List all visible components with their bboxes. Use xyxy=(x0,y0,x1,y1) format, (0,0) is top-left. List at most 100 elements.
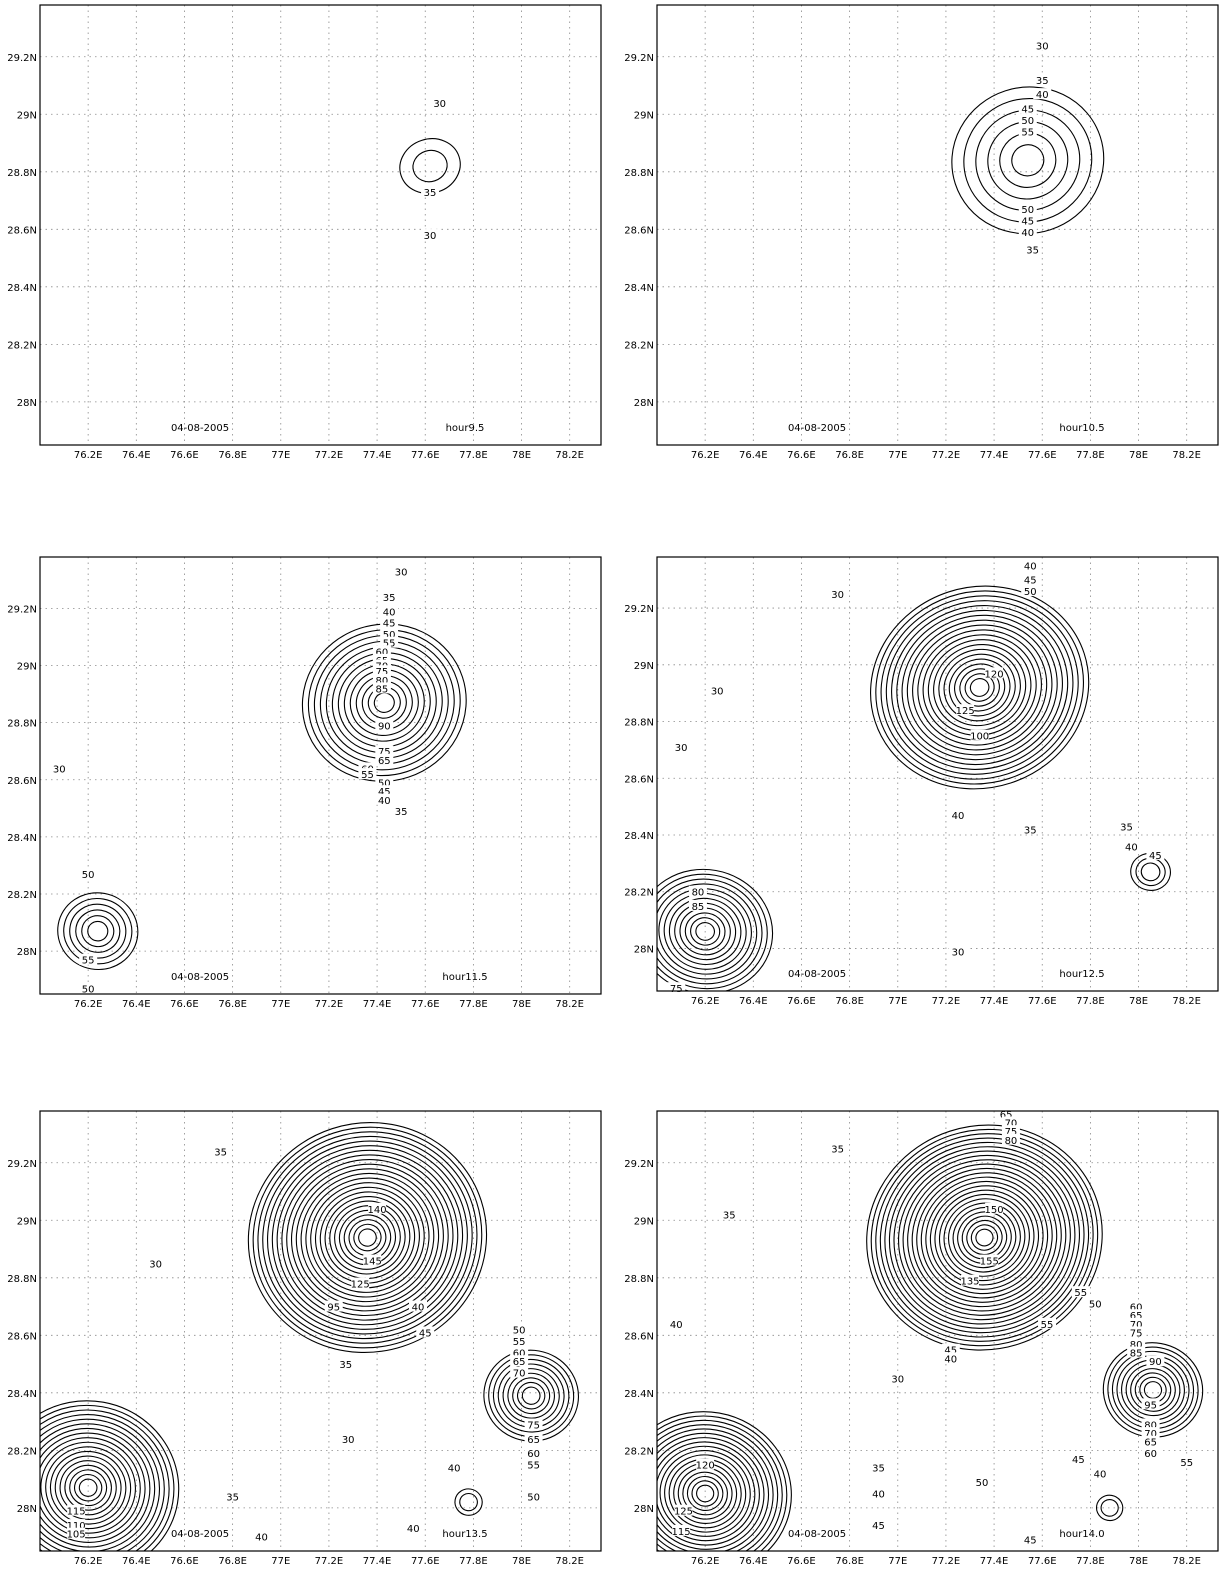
contour-label: 75 xyxy=(376,667,389,678)
x-tick-label: 77.4E xyxy=(980,450,1009,461)
contour-65 xyxy=(906,619,1053,756)
contour-80 xyxy=(690,917,721,946)
hour-label: hour12.5 xyxy=(1059,969,1104,980)
y-tick-label: 29N xyxy=(634,110,654,121)
contour-label-bg xyxy=(392,805,411,817)
contour-label-bg xyxy=(1018,125,1037,137)
x-tick-label: 77.6E xyxy=(411,1556,440,1567)
contour-label-bg xyxy=(1021,559,1040,571)
y-tick-label: 28.4N xyxy=(624,1389,654,1400)
contour-label: 35 xyxy=(831,1144,844,1155)
contour-label: 90 xyxy=(378,722,391,733)
contour-45 xyxy=(1100,1498,1119,1517)
x-tick-label: 76.4E xyxy=(739,1556,768,1567)
date-label: 04-08-2005 xyxy=(788,1529,846,1540)
y-tick-label: 29N xyxy=(17,1216,37,1227)
contour-label: 30 xyxy=(675,743,688,754)
contour-90 xyxy=(664,1454,747,1533)
contour-label-bg xyxy=(696,1458,715,1470)
contour-label: 45 xyxy=(1149,851,1162,862)
contour-40 xyxy=(459,1492,478,1512)
contour-label-bg xyxy=(372,659,391,671)
x-tick-label: 76.2E xyxy=(74,450,103,461)
contour-110 xyxy=(73,1473,103,1502)
contour-75 xyxy=(521,1386,541,1405)
contour-label: 60 xyxy=(527,1449,540,1460)
x-tick-label: 77.4E xyxy=(363,450,392,461)
contour-label: 35 xyxy=(1120,822,1133,833)
x-tick-label: 78.2E xyxy=(555,999,584,1010)
hour-label: hour14.0 xyxy=(1059,1529,1104,1540)
contour-label: 35 xyxy=(424,188,437,199)
contour-label: 75 xyxy=(1130,1328,1143,1339)
y-tick-label: 28.6N xyxy=(624,1331,654,1342)
contour-label: 140 xyxy=(368,1205,387,1216)
contour-70 xyxy=(657,1437,765,1550)
contour-label: 35 xyxy=(395,807,408,818)
contour-label: 85 xyxy=(376,684,389,695)
x-tick-label: 77.6E xyxy=(1028,996,1057,1007)
contour-label: 30 xyxy=(831,590,844,601)
x-tick-label: 77.6E xyxy=(1028,1556,1057,1567)
contour-label: 70 xyxy=(1144,1429,1157,1440)
contour-label-bg xyxy=(1127,1326,1146,1338)
contour-label: 35 xyxy=(1024,825,1037,836)
contour-label: 55 xyxy=(1021,128,1034,139)
contour-label: 50 xyxy=(383,630,396,641)
date-label: 04-08-2005 xyxy=(171,972,229,983)
contour-label-bg xyxy=(50,762,69,774)
contour-70 xyxy=(286,1159,449,1317)
contour-85 xyxy=(695,922,715,941)
contour-label: 40 xyxy=(872,1489,885,1500)
contour-label: 120 xyxy=(696,1461,715,1472)
contour-30 xyxy=(40,1400,180,1551)
x-tick-label: 76.4E xyxy=(122,1556,151,1567)
x-tick-label: 77.4E xyxy=(980,996,1009,1007)
hour-label: hour9.5 xyxy=(446,423,485,434)
y-tick-label: 28N xyxy=(17,398,37,409)
contour-label-bg xyxy=(421,185,440,197)
contour-label: 40 xyxy=(407,1524,420,1535)
x-tick-label: 77.2E xyxy=(315,450,344,461)
contour-45 xyxy=(885,600,1074,775)
contour-label-bg xyxy=(1001,1116,1020,1128)
contour-label: 40 xyxy=(1094,1469,1107,1480)
contour-label-bg xyxy=(1021,573,1040,585)
x-tick-label: 76.6E xyxy=(170,450,199,461)
contour-label: 30 xyxy=(891,1374,904,1385)
plot-frame xyxy=(656,556,1219,992)
contour-60 xyxy=(276,1149,459,1326)
contour-label-bg xyxy=(828,587,847,599)
y-tick-label: 28.8N xyxy=(624,718,654,729)
y-tick-label: 28.2N xyxy=(624,340,654,351)
contour-80 xyxy=(1130,1368,1176,1412)
contour-label: 55 xyxy=(361,770,374,781)
contour-lines xyxy=(57,623,467,971)
contour-label-bg xyxy=(1001,1133,1020,1145)
contour-label-bg xyxy=(380,628,399,640)
contour-label: 45 xyxy=(383,619,396,630)
contour-label: 35 xyxy=(383,593,396,604)
contour-label-bg xyxy=(1146,848,1165,860)
x-tick-label: 76.6E xyxy=(787,1556,816,1567)
y-tick-label: 28.8N xyxy=(7,1274,37,1285)
panel-4: 76.2E 76.4E 76.6E 76.8E 77E 77.2E 77.4E 77.6E 77… xyxy=(624,556,1219,1007)
x-tick-label: 76.4E xyxy=(739,450,768,461)
contour-40 xyxy=(69,903,127,959)
contour-label-bg xyxy=(1127,1300,1146,1312)
contour-label: 45 xyxy=(1021,217,1034,228)
contour-label: 60 xyxy=(376,647,389,658)
x-tick-label: 78.2E xyxy=(1172,996,1201,1007)
contour-90 xyxy=(54,1455,122,1520)
contour-30 xyxy=(657,868,774,991)
y-tick-label: 28.2N xyxy=(7,340,37,351)
contour-135 xyxy=(348,1219,387,1256)
y-tick-label: 28.4N xyxy=(624,283,654,294)
y-tick-label: 29.2N xyxy=(624,604,654,615)
contour-55 xyxy=(663,893,747,970)
contour-label: 80 xyxy=(1005,1136,1018,1147)
contour-115 xyxy=(329,1200,406,1275)
contour-115 xyxy=(78,1478,98,1497)
contour-60 xyxy=(40,1427,151,1548)
contour-label-bg xyxy=(211,1145,230,1157)
